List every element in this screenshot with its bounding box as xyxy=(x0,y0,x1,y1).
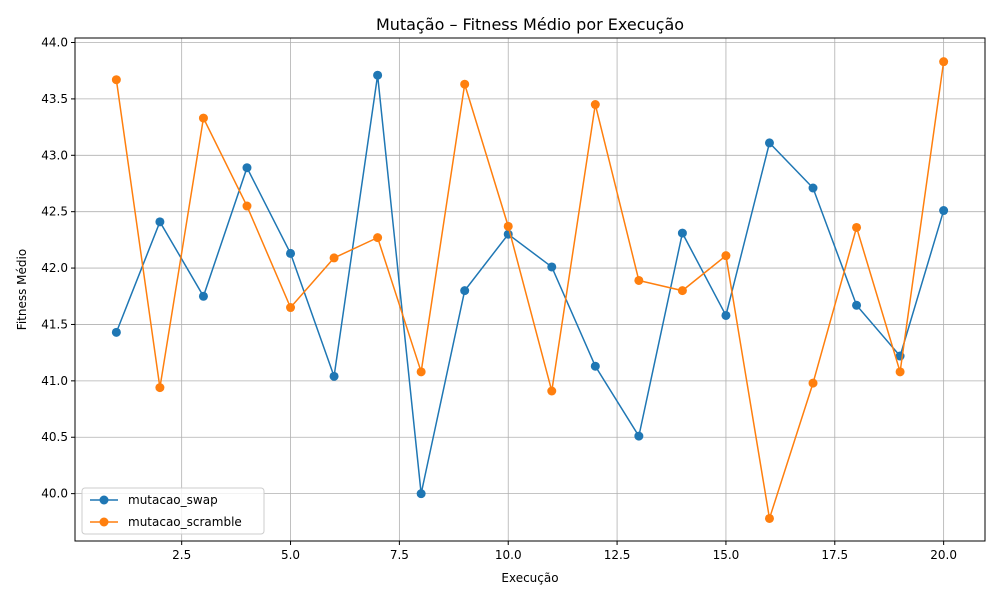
data-point xyxy=(503,221,513,231)
legend-box xyxy=(81,487,265,535)
data-point xyxy=(373,233,383,243)
x-tick-label: 2.5 xyxy=(172,548,191,562)
y-tick-label: 42.5 xyxy=(41,205,68,219)
y-axis-label: Fitness Médio xyxy=(15,249,29,330)
data-point xyxy=(242,163,252,173)
y-axis-ticks: 40.0 40.5 41.0 41.5 42.0 42.5 43.0 43.5 44.0 xyxy=(41,36,75,501)
data-point xyxy=(895,367,905,377)
data-point xyxy=(286,248,296,258)
x-tick-label: 12.5 xyxy=(604,548,631,562)
chart-title: Mutação – Fitness Médio por Execução xyxy=(376,15,684,34)
data-point xyxy=(198,113,208,123)
data-point xyxy=(373,70,383,80)
x-axis-label: Execução xyxy=(501,571,558,585)
y-tick-label: 44.0 xyxy=(41,36,68,50)
data-point xyxy=(111,327,121,337)
data-point xyxy=(939,206,949,216)
y-tick-label: 42.0 xyxy=(41,261,68,275)
data-point xyxy=(460,79,470,89)
data-point xyxy=(677,286,687,296)
data-point xyxy=(634,275,644,285)
y-tick-label: 40.0 xyxy=(41,487,68,501)
y-tick-label: 43.5 xyxy=(41,92,68,106)
legend-marker xyxy=(99,495,109,505)
data-point xyxy=(547,262,557,272)
data-point xyxy=(764,138,774,148)
data-point xyxy=(852,222,862,232)
data-point xyxy=(808,378,818,388)
data-point xyxy=(198,291,208,301)
x-tick-label: 10.0 xyxy=(495,548,522,562)
data-point xyxy=(329,371,339,381)
legend-label: mutacao_scramble xyxy=(128,515,242,529)
legend-item: mutacao_scramble xyxy=(90,515,242,529)
data-point xyxy=(242,201,252,211)
data-point xyxy=(416,489,426,499)
data-point xyxy=(329,253,339,263)
plot-frame xyxy=(74,37,986,542)
x-tick-label: 5.0 xyxy=(281,548,300,562)
data-point xyxy=(852,300,862,310)
data-point xyxy=(155,383,165,393)
data-point xyxy=(808,183,818,193)
data-point xyxy=(590,361,600,371)
legend-item: mutacao_swap xyxy=(90,493,218,507)
data-point xyxy=(416,367,426,377)
data-point xyxy=(590,100,600,110)
legend: mutacao_swap mutacao_scramble xyxy=(81,487,265,535)
data-point xyxy=(764,513,774,523)
x-axis-ticks: 2.5 5.0 7.5 10.0 12.5 15.0 17.5 20.0 xyxy=(172,541,957,562)
legend-label: mutacao_swap xyxy=(128,493,218,507)
data-point xyxy=(111,75,121,85)
data-point xyxy=(721,251,731,261)
data-point xyxy=(460,286,470,296)
data-point xyxy=(721,310,731,320)
data-point xyxy=(547,386,557,396)
data-point xyxy=(939,57,949,67)
x-tick-label: 15.0 xyxy=(713,548,740,562)
series-mutacao-scramble xyxy=(111,57,949,523)
series-line xyxy=(115,75,945,494)
series-mutacao-swap xyxy=(111,70,949,499)
series-layer xyxy=(111,57,949,523)
data-point xyxy=(634,431,644,441)
x-tick-label: 20.0 xyxy=(930,548,957,562)
y-tick-label: 40.5 xyxy=(41,430,68,444)
y-tick-label: 41.0 xyxy=(41,374,68,388)
data-point xyxy=(155,217,165,227)
data-point xyxy=(286,303,296,313)
legend-marker xyxy=(99,517,109,527)
x-tick-label: 7.5 xyxy=(390,548,409,562)
y-tick-label: 43.0 xyxy=(41,148,68,162)
data-point xyxy=(677,228,687,238)
y-tick-label: 41.5 xyxy=(41,317,68,331)
x-tick-label: 17.5 xyxy=(821,548,848,562)
series-line xyxy=(115,61,945,519)
